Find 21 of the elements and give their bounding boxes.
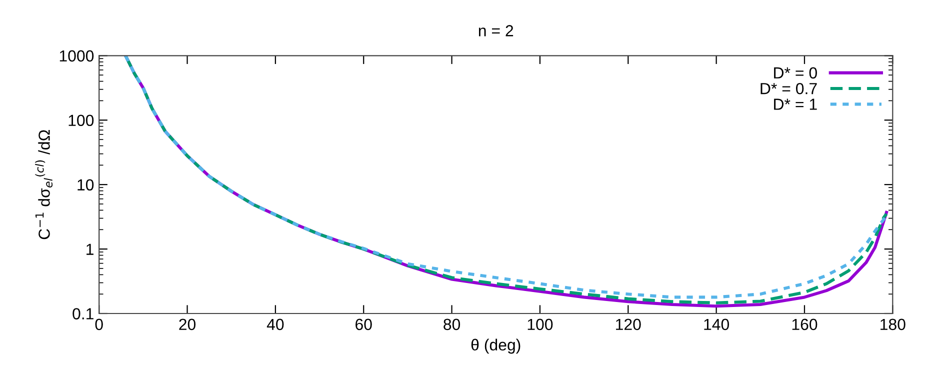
legend-label: D* = 1 [774, 98, 817, 110]
legend-label: D* = 0 [774, 67, 817, 79]
x-tick-label: 0 [95, 318, 103, 330]
x-tick-label: 100 [528, 318, 553, 330]
y-tick-label: 1000 [60, 50, 94, 62]
x-tick-label: 140 [704, 318, 730, 330]
chart-title: n = 2 [478, 25, 514, 36]
y-tick-label: 10 [78, 179, 94, 191]
y-axis-title: C$^{−1}$ dσ$_{el}$$^{(cl)}$ /dΩ [35, 130, 53, 240]
x-tick-label: 180 [880, 318, 906, 330]
y-tick-label: 1 [86, 244, 94, 255]
x-tick-label: 80 [444, 318, 460, 330]
y-tick-label: 100 [68, 114, 94, 126]
y-tick-label: 0.1 [72, 308, 94, 320]
x-tick-label: 20 [179, 318, 196, 330]
x-tick-label: 160 [792, 318, 818, 330]
legend-label: D* = 0.7 [760, 82, 817, 94]
x-tick-label: 40 [266, 318, 284, 330]
x-tick-label: 120 [616, 318, 641, 330]
x-axis-title: θ (deg) [471, 338, 520, 354]
x-tick-label: 60 [356, 318, 372, 330]
